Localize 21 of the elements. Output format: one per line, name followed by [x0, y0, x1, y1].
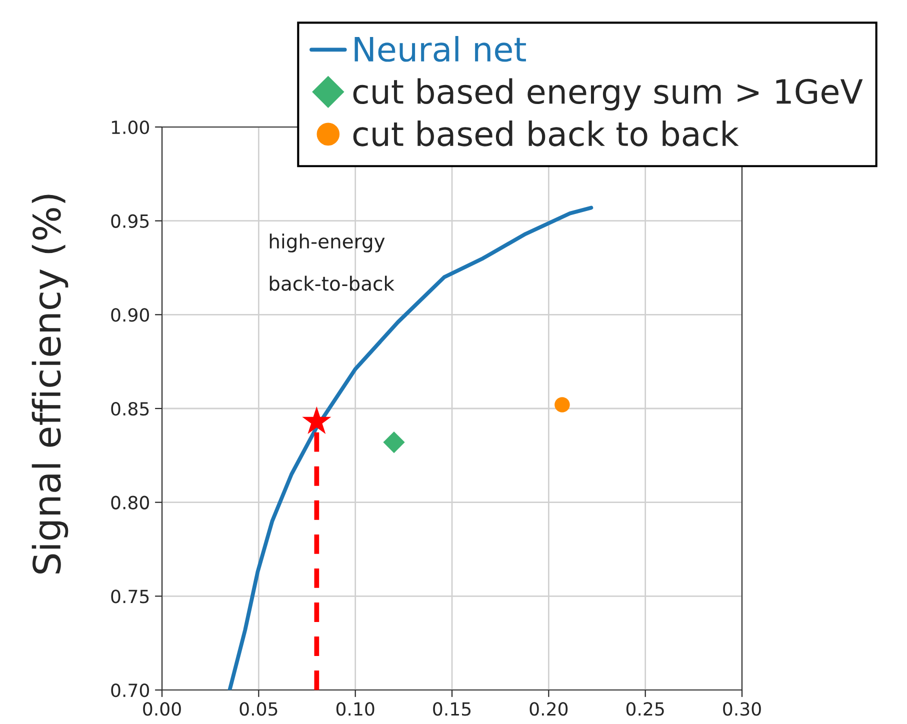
line-series: [228, 206, 594, 690]
y-tick-label: 0.85: [111, 402, 149, 416]
y-tick-label: 0.95: [111, 214, 149, 228]
y-tick-label: 0.70: [111, 683, 149, 698]
x-tick-label: 0.00: [143, 702, 181, 716]
x-tick-label: 0.20: [530, 702, 568, 716]
legend-label: cut based energy sum > 1GeV: [353, 78, 863, 111]
annotation: back-to-back: [270, 276, 394, 291]
x-tick-label: 0.15: [433, 702, 471, 716]
y-axis-title: Signal efficiency (%): [32, 194, 68, 574]
x-tick-label: 0.25: [626, 702, 664, 716]
x-tick-label: 0.05: [240, 702, 278, 716]
x-tick-label: 0.10: [336, 702, 374, 716]
annotation: high-energy: [270, 234, 385, 252]
x-tick-label: 0.30: [723, 702, 761, 716]
y-tick-label: 1.00: [112, 120, 149, 134]
legend-label: cut based back to back: [353, 120, 739, 146]
y-tick-label: 0.90: [111, 308, 149, 322]
y-tick-label: 0.75: [111, 590, 149, 604]
y-tick-label: 0.80: [111, 496, 149, 510]
legend-label: Neural net: [354, 36, 526, 62]
